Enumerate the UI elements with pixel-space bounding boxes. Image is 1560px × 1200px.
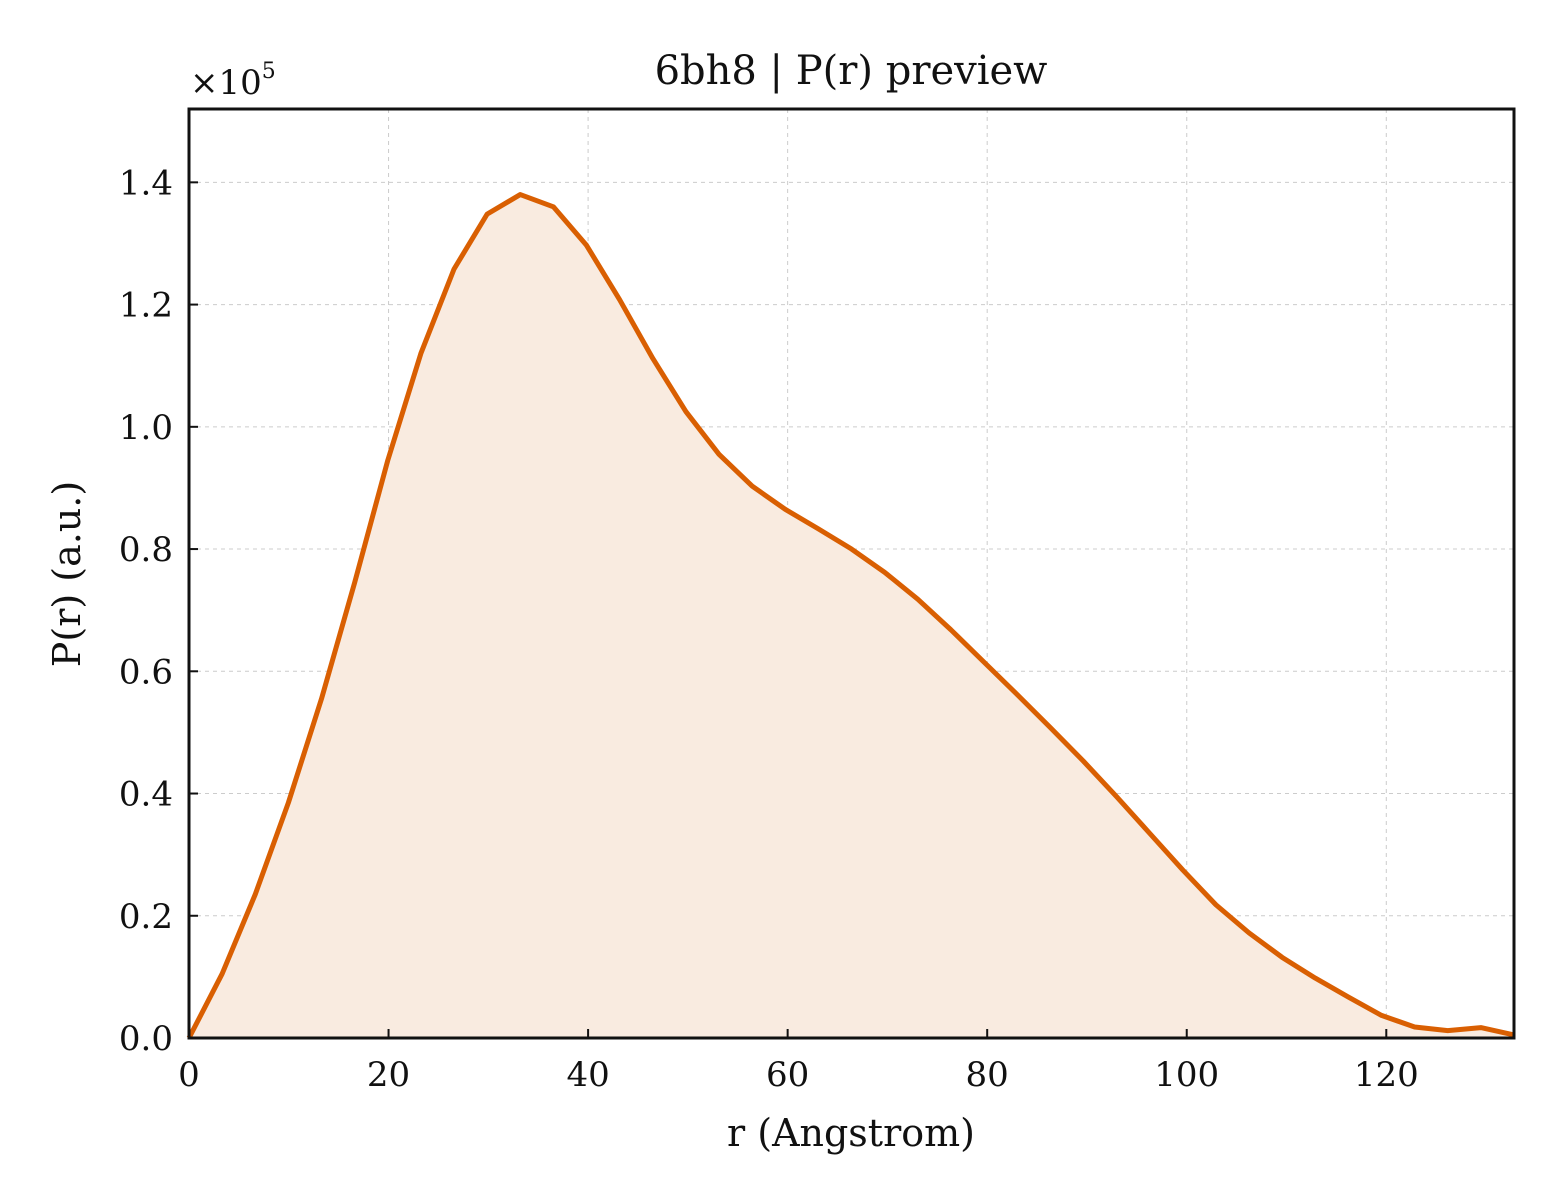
y-tick-label-0: 0.0 <box>119 1019 173 1059</box>
y-tick-label-2: 0.4 <box>119 775 173 815</box>
x-tick-label-3: 60 <box>766 1055 809 1095</box>
x-tick-label-5: 100 <box>1154 1055 1219 1095</box>
pr-area-fill <box>189 194 1514 1038</box>
x-tick-label-6: 120 <box>1354 1055 1419 1095</box>
x-tick-label-1: 20 <box>367 1055 410 1095</box>
y-tick-label-7: 1.4 <box>119 163 173 203</box>
y-tick-label-4: 0.8 <box>119 530 173 570</box>
y-tick-label-3: 0.6 <box>119 652 173 692</box>
x-tick-label-4: 80 <box>966 1055 1009 1095</box>
chart-title: 6bh8 | P(r) preview <box>655 48 1048 94</box>
y-axis-label: P(r) (a.u.) <box>45 481 89 667</box>
y-tick-labels: 0.0 0.2 0.4 0.6 0.8 1.0 1.2 1.4 <box>119 163 173 1059</box>
x-tick-label-0: 0 <box>178 1055 200 1095</box>
plot-frame <box>187 107 1516 1040</box>
y-multiplier-base: ×10 <box>190 63 262 103</box>
x-tick-label-2: 40 <box>566 1055 609 1095</box>
y-tick-label-6: 1.2 <box>119 286 173 326</box>
pr-series-line <box>186 192 1515 1040</box>
x-tick-labels: 0 20 40 60 80 100 120 <box>178 1055 1419 1095</box>
y-tick-label-1: 0.2 <box>119 897 173 937</box>
y-multiplier: ×105 <box>190 59 276 103</box>
x-axis-label: r (Angstrom) <box>727 1111 975 1155</box>
y-tick-label-5: 1.0 <box>119 408 173 448</box>
y-multiplier-exponent: 5 <box>262 59 276 84</box>
